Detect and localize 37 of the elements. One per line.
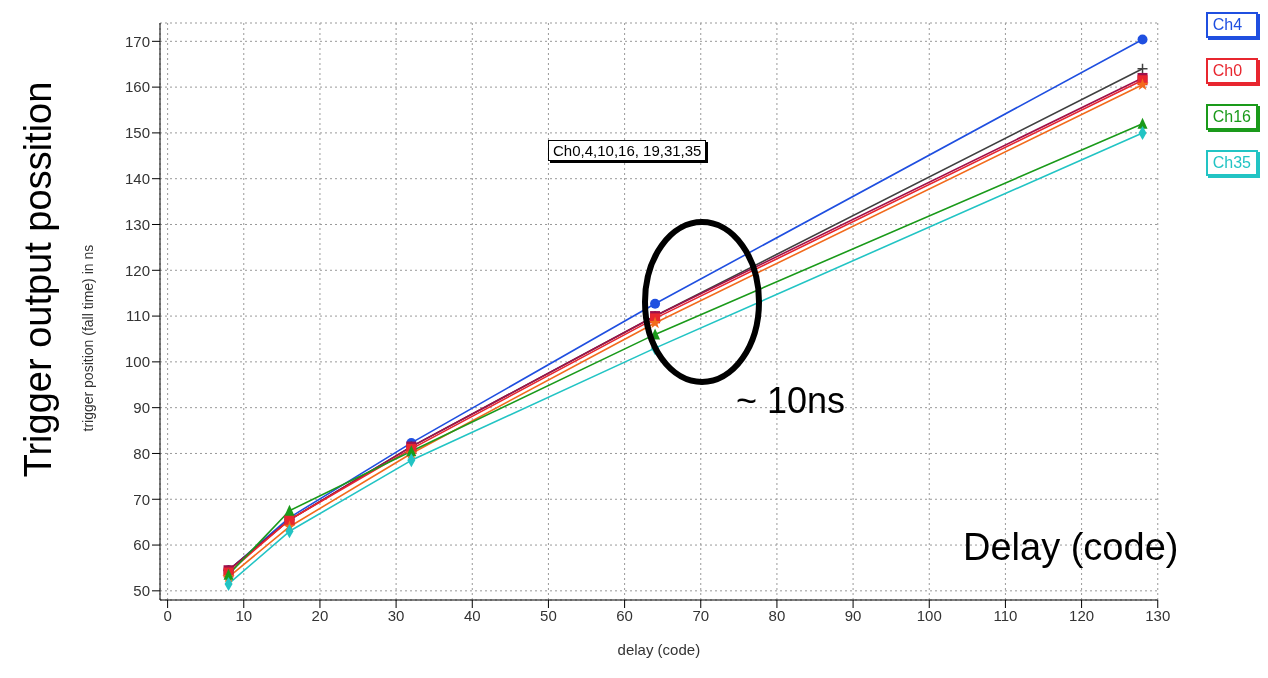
y-tick-label: 60 [133, 536, 150, 554]
x-tick-label: 100 [916, 606, 942, 624]
text: Ch35 [1205, 150, 1258, 176]
x-tick-label: 130 [1145, 606, 1171, 624]
y-tick-label: 100 [124, 353, 150, 371]
y-tick-label: 120 [124, 261, 150, 279]
y-tick-label: 150 [124, 124, 150, 142]
x-tick-label: 30 [387, 606, 405, 624]
x-tick-label: 20 [311, 606, 329, 624]
text: Ch4 [1205, 12, 1258, 38]
y-tick-label: 160 [124, 78, 150, 96]
x-tick-label: 110 [993, 606, 1018, 624]
x-tick-label: 120 [1069, 606, 1095, 624]
x-tick-label: 40 [463, 606, 481, 624]
y-tick-label: 170 [124, 32, 150, 50]
text: Ch16 [1205, 104, 1258, 130]
y-tick-label: 50 [133, 582, 150, 600]
x-axis-title: delay (code) [617, 641, 701, 658]
x-tick-label: 0 [163, 606, 172, 624]
annotation: ~ 10ns [736, 380, 846, 422]
annotation: Delay (code) [963, 526, 1179, 569]
y-tick-label: 110 [126, 307, 150, 325]
x-tick-label: 90 [844, 606, 862, 624]
x-tick-label: 70 [692, 606, 710, 624]
y-tick-label: 70 [133, 490, 150, 508]
x-tick-label: 50 [540, 606, 557, 624]
y-tick-label: 80 [133, 444, 150, 462]
y-tick-label: 140 [124, 170, 150, 188]
x-tick-label: 80 [768, 606, 786, 624]
y-tick-label: 130 [124, 215, 150, 233]
annotation: Ch0,4,10,16, 19,31,35 [548, 140, 707, 161]
text: Trigger output possition [16, 80, 60, 480]
x-tick-label: 60 [616, 606, 633, 624]
y-axis-title: trigger position (fall time) in ns [79, 244, 96, 432]
text: Ch0 [1205, 58, 1258, 84]
x-tick-label: 10 [235, 606, 253, 624]
y-tick-label: 90 [133, 398, 150, 416]
